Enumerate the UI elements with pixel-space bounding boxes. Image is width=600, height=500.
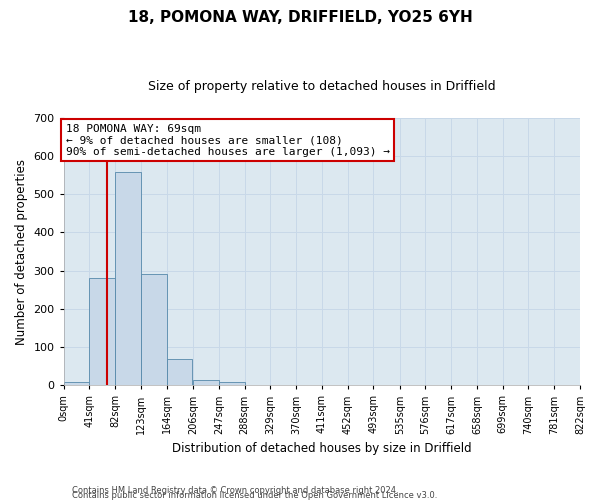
Bar [64, 382, 89, 386]
Text: Contains public sector information licensed under the Open Government Licence v3: Contains public sector information licen… [72, 491, 437, 500]
Text: 18, POMONA WAY, DRIFFIELD, YO25 6YH: 18, POMONA WAY, DRIFFIELD, YO25 6YH [128, 10, 472, 25]
Bar [167, 358, 193, 386]
Title: Size of property relative to detached houses in Driffield: Size of property relative to detached ho… [148, 80, 496, 93]
X-axis label: Distribution of detached houses by size in Driffield: Distribution of detached houses by size … [172, 442, 472, 455]
Bar [219, 382, 245, 386]
Text: Contains HM Land Registry data © Crown copyright and database right 2024.: Contains HM Land Registry data © Crown c… [72, 486, 398, 495]
Bar [193, 380, 219, 386]
Bar [115, 172, 141, 386]
Y-axis label: Number of detached properties: Number of detached properties [15, 158, 28, 344]
Bar [141, 274, 167, 386]
Bar [89, 278, 115, 386]
Text: 18 POMONA WAY: 69sqm
← 9% of detached houses are smaller (108)
90% of semi-detac: 18 POMONA WAY: 69sqm ← 9% of detached ho… [65, 124, 389, 156]
